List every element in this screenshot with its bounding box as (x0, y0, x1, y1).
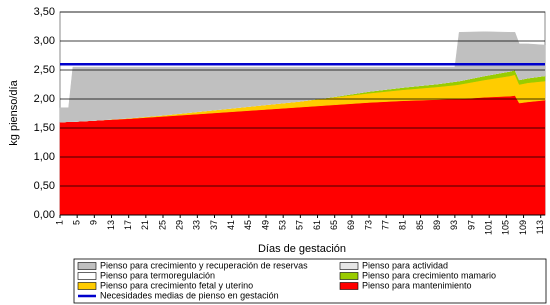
legend-label: Pienso para mantenimiento (362, 280, 472, 290)
x-tick-label: 65 (329, 220, 339, 230)
x-tick-label: 29 (175, 220, 185, 230)
legend-swatch (339, 262, 359, 270)
legend-swatch (339, 272, 359, 280)
x-tick-label: 1 (54, 220, 64, 225)
x-tick-label: 41 (226, 220, 236, 230)
x-tick-label: 49 (260, 220, 270, 230)
x-tick-label: 5 (72, 220, 82, 225)
legend-swatch (339, 282, 359, 290)
legend-label: Pienso para termoregulación (100, 270, 215, 280)
x-tick-label: 25 (157, 220, 167, 230)
y-tick-label: 2,50 (34, 64, 55, 76)
y-tick-label: 0,00 (34, 209, 55, 221)
y-tick-label: 3,00 (34, 35, 55, 47)
x-tick-label: 33 (192, 220, 202, 230)
x-tick-label: 73 (363, 220, 373, 230)
x-tick-label: 81 (398, 220, 408, 230)
x-tick-label: 17 (123, 220, 133, 230)
x-tick-label: 37 (209, 220, 219, 230)
x-tick-label: 93 (449, 220, 459, 230)
legend-swatch (77, 282, 97, 290)
x-tick-label: 61 (312, 220, 322, 230)
x-tick-label: 45 (243, 220, 253, 230)
x-tick-label: 97 (466, 220, 476, 230)
legend-box (73, 258, 547, 304)
legend-label: Pienso para crecimiento mamario (362, 270, 496, 280)
legend-label: Pienso para crecimiento y recuperación d… (100, 260, 308, 270)
y-tick-label: 1,50 (34, 122, 55, 134)
x-tick-label: 69 (346, 220, 356, 230)
x-tick-label: 89 (432, 220, 442, 230)
legend-label: Pienso para actividad (362, 260, 448, 270)
y-tick-label: 0,50 (34, 180, 55, 192)
x-tick-label: 85 (415, 220, 425, 230)
x-tick-label: 9 (89, 220, 99, 225)
x-tick-label: 13 (106, 220, 116, 230)
area (59, 31, 546, 123)
x-tick-label: 57 (295, 220, 305, 230)
y-tick-label: 2,00 (34, 93, 55, 105)
legend-swatch (77, 272, 97, 280)
x-tick-label: 101 (484, 220, 494, 235)
y-axis-title: kg pienso/día (8, 79, 20, 145)
x-axis-title: Días de gestación (258, 243, 346, 255)
y-tick-label: 1,00 (34, 151, 55, 163)
x-tick-label: 77 (381, 220, 391, 230)
legend-label: Pienso para crecimiento fetal y uterino (100, 280, 253, 290)
x-tick-label: 21 (140, 220, 150, 230)
y-tick-label: 3,50 (34, 6, 55, 18)
legend-swatch (77, 262, 97, 270)
x-tick-label: 109 (518, 220, 528, 235)
x-tick-label: 113 (535, 220, 545, 234)
x-tick-label: 105 (501, 220, 511, 235)
legend-label: Necesidades medias de pienso en gestació… (100, 290, 279, 300)
x-tick-label: 53 (278, 220, 288, 230)
